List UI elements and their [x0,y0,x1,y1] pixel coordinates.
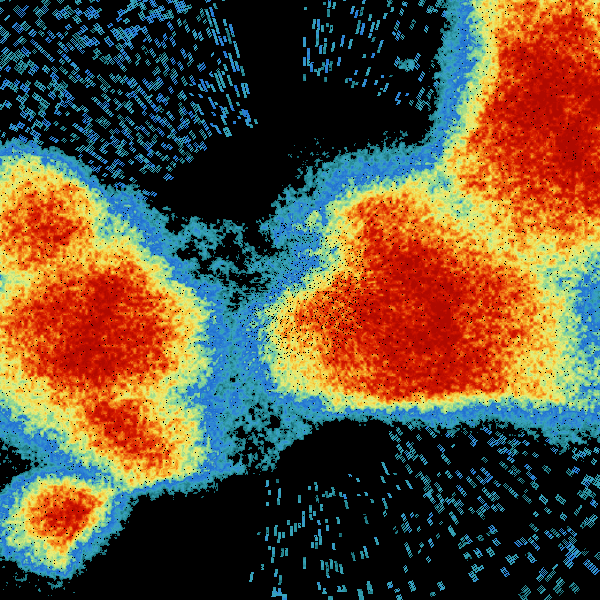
reflectivity-heatmap-canvas[interactable] [0,0,600,600]
radar-display-viewport[interactable]: Base Reflectivity dBZ Radar base reflect… [0,0,600,600]
